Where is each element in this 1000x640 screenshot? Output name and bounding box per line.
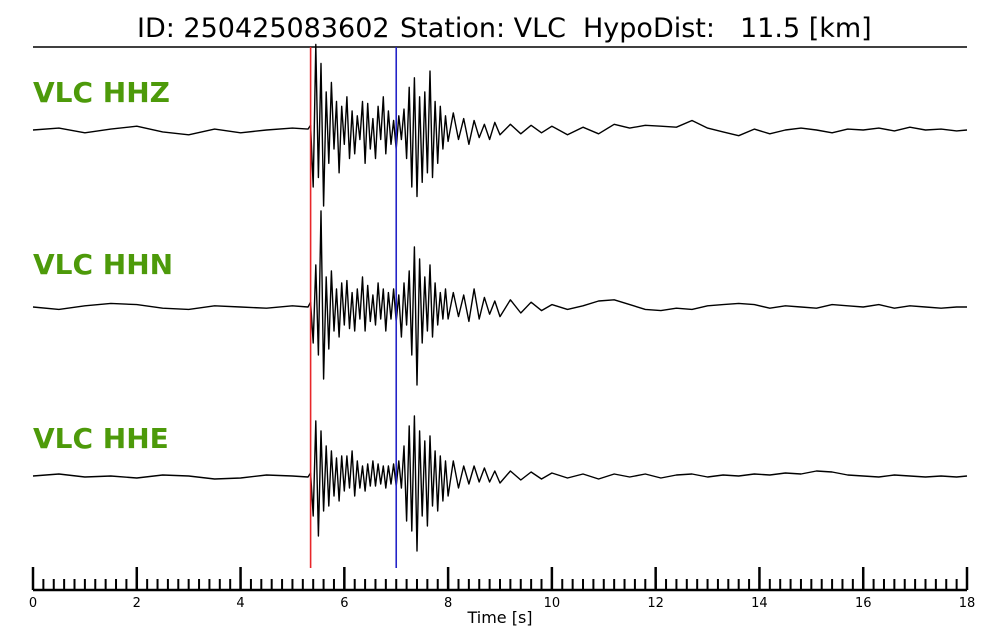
time-axis: 0 2 4 6 8 10 12 14 16 18 Time [s]: [29, 567, 975, 627]
trace-vlc-hhn: [32, 210, 967, 386]
x-tick-label: 16: [855, 596, 872, 611]
station-name: Station: VLC: [400, 13, 566, 44]
x-tick-label: 10: [544, 596, 561, 611]
x-tick-label: 18: [959, 596, 976, 611]
traces-group: VLC HHZ VLC HHN VLC HHE: [32, 43, 968, 552]
hypodist-value: 11.5 [km]: [740, 13, 872, 44]
x-tick-label: 0: [29, 596, 37, 611]
x-axis-label: Time [s]: [466, 608, 532, 627]
x-tick-label: 14: [751, 596, 768, 611]
x-tick-label: 6: [340, 596, 348, 611]
channel-label-vlc-hhe: VLC HHE: [33, 422, 169, 455]
trace-vlc-hhz: [32, 43, 968, 207]
channel-label-vlc-hhn: VLC HHN: [33, 248, 173, 281]
picks-group: [309, 47, 398, 568]
event-id: ID: 250425083602: [137, 13, 390, 44]
x-tick-label: 4: [236, 596, 244, 611]
trace-vlc-hhe: [32, 415, 968, 552]
figure-title: ID: 250425083602 Station: VLC HypoDist: …: [137, 13, 872, 44]
x-tick-label: 2: [133, 596, 141, 611]
x-tick-label: 12: [647, 596, 664, 611]
x-tick-label: 8: [444, 596, 452, 611]
hypodist-label: HypoDist:: [583, 13, 715, 44]
channel-label-vlc-hhz: VLC HHZ: [33, 76, 170, 109]
